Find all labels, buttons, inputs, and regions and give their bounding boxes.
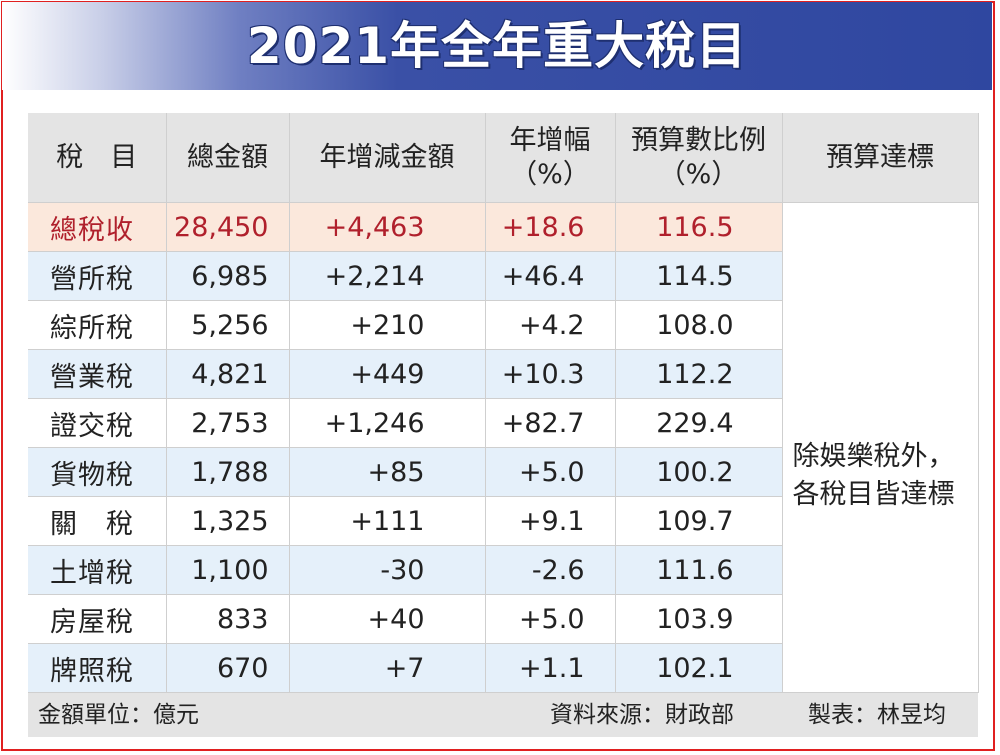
cell-change: +111 [289, 496, 486, 546]
cell-tax-name: 房屋稅 [28, 594, 167, 644]
table-row: 牌照稅 670 +7 +1.1 102.1 [28, 643, 978, 693]
header-cell-name: 稅 目 [28, 113, 167, 203]
header-cell-change: 年增減金額 [289, 113, 486, 203]
cell-budget-ratio: 114.5 [615, 251, 783, 301]
cell-total: 1,325 [166, 496, 290, 546]
cell-change: +1,246 [289, 398, 486, 448]
table-row: 營所稅 6,985 +2,214 +46.4 114.5 除娛樂稅外，各稅目皆達標 [28, 251, 979, 693]
header-cell-growth: 年增幅 （%） [485, 113, 616, 203]
footer: 金額單位：億元 資料來源：財政部 製表：林昱均 [28, 693, 978, 737]
cell-tax-name: 營所稅 [28, 251, 167, 301]
cell-growth: +5.0 [485, 447, 616, 497]
cell-change: +210 [289, 300, 486, 350]
cell-change: +85 [289, 447, 486, 497]
table-row: 土增稅 1,100 -30 -2.6 111.6 [28, 545, 978, 595]
header-cell-budget-target: 預算達標 [782, 113, 979, 203]
cell-tax-name: 貨物稅 [28, 447, 167, 497]
cell-growth: +4.2 [485, 300, 616, 350]
cell-budget-ratio: 116.5 [615, 202, 783, 252]
header-cell-budget-ratio: 預算數比例 （%） [615, 113, 783, 203]
cell-growth: +18.6 [485, 202, 616, 252]
cell-tax-name: 營業稅 [28, 349, 167, 399]
cell-total: 6,985 [166, 251, 290, 301]
cell-total: 1,788 [166, 447, 290, 497]
cell-tax-name: 綜所稅 [28, 300, 167, 350]
cell-tax-name: 牌照稅 [28, 643, 167, 693]
unit-note: 金額單位：億元 [38, 702, 199, 728]
table-row: 關 稅 1,325 +111 +9.1 109.7 [28, 496, 978, 546]
budget-note: 除娛樂稅外，各稅目皆達標 [782, 251, 979, 693]
cell-tax-name: 土增稅 [28, 545, 167, 595]
cell-tax-name: 關 稅 [28, 496, 167, 546]
cell-growth: +46.4 [485, 251, 616, 301]
header-cell-total: 總金額 [166, 113, 290, 203]
cell-change: +449 [289, 349, 486, 399]
table-row: 證交稅 2,753 +1,246 +82.7 229.4 [28, 398, 978, 448]
cell-budget-ratio: 229.4 [615, 398, 783, 448]
cell-growth: +5.0 [485, 594, 616, 644]
table-row: 貨物稅 1,788 +85 +5.0 100.2 [28, 447, 978, 497]
cell-tax-name: 總稅收 [28, 202, 167, 252]
cell-budget-ratio: 109.7 [615, 496, 783, 546]
cell-budget-ratio: 112.2 [615, 349, 783, 399]
cell-budget-ratio: 102.1 [615, 643, 783, 693]
cell-budget-ratio: 108.0 [615, 300, 783, 350]
cell-total: 833 [166, 594, 290, 644]
title-bar: 2021年全年重大稅目 [2, 2, 992, 90]
cell-total: 1,100 [166, 545, 290, 595]
cell-change: +4,463 [289, 202, 486, 252]
cell-budget-ratio: 103.9 [615, 594, 783, 644]
cell-growth: +82.7 [485, 398, 616, 448]
cell-total: 670 [166, 643, 290, 693]
cell-change: -30 [289, 545, 486, 595]
cell-budget-target-blank [782, 202, 979, 252]
total-row: 總稅收 28,450 +4,463 +18.6 116.5 [28, 202, 979, 252]
table-row: 房屋稅 833 +40 +5.0 103.9 [28, 594, 978, 644]
cell-total: 4,821 [166, 349, 290, 399]
cell-growth: +10.3 [485, 349, 616, 399]
cell-total: 2,753 [166, 398, 290, 448]
source-note: 資料來源：財政部 [550, 702, 734, 728]
cell-budget-ratio: 100.2 [615, 447, 783, 497]
cell-growth: -2.6 [485, 545, 616, 595]
table-row: 綜所稅 5,256 +210 +4.2 108.0 [28, 300, 978, 350]
cell-change: +7 [289, 643, 486, 693]
cell-tax-name: 證交稅 [28, 398, 167, 448]
cell-budget-ratio: 111.6 [615, 545, 783, 595]
cell-total: 28,450 [166, 202, 290, 252]
tax-table: 稅 目 總金額 年增減金額 年增幅 （%） 預算數比例 （%） 預算達標 總稅收 28… [28, 113, 979, 693]
cell-total: 5,256 [166, 300, 290, 350]
cell-change: +2,214 [289, 251, 486, 301]
header-row: 稅 目 總金額 年增減金額 年增幅 （%） 預算數比例 （%） 預算達標 [28, 113, 979, 203]
cell-growth: +9.1 [485, 496, 616, 546]
cell-growth: +1.1 [485, 643, 616, 693]
table-row: 營業稅 4,821 +449 +10.3 112.2 [28, 349, 978, 399]
maker-note: 製表：林昱均 [808, 702, 946, 728]
chart-title: 2021年全年重大稅目 [246, 17, 748, 75]
cell-change: +40 [289, 594, 486, 644]
